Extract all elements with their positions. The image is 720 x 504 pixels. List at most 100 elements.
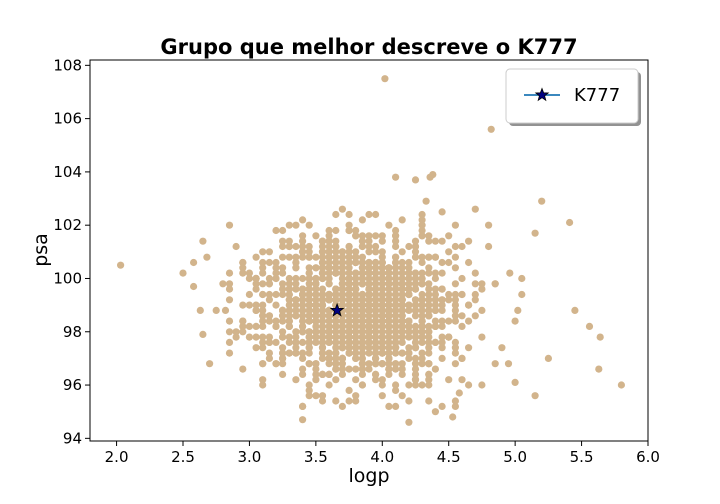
data-point: [221, 306, 230, 314]
data-point: [445, 333, 453, 341]
data-point: [225, 349, 234, 357]
data-point: [239, 317, 247, 325]
data-point: [345, 344, 353, 352]
data-point: [299, 338, 307, 346]
data-point: [305, 248, 313, 256]
data-point: [398, 328, 406, 336]
data-point: [325, 381, 333, 389]
data-point: [245, 301, 253, 309]
data-point: [252, 322, 260, 330]
data-point: [265, 312, 273, 320]
data-point: [405, 306, 413, 314]
data-point: [206, 360, 214, 368]
data-point: [338, 354, 346, 362]
data-point: [431, 253, 439, 261]
data-point: [325, 242, 333, 251]
data-point: [458, 312, 466, 320]
data-point: [299, 416, 307, 424]
data-point: [239, 301, 247, 309]
data-point: [411, 176, 420, 184]
data-point: [372, 312, 380, 320]
data-point: [299, 306, 307, 314]
data-point: [411, 306, 420, 314]
k777-star-point: [329, 302, 345, 317]
data-point: [352, 232, 360, 240]
data-point: [345, 280, 353, 288]
data-point: [239, 264, 247, 272]
data-point: [338, 264, 346, 272]
data-point: [312, 264, 320, 272]
data-point: [385, 306, 393, 314]
data-point: [345, 338, 353, 346]
data-point: [511, 317, 519, 325]
data-point: [358, 242, 366, 251]
data-point: [305, 381, 313, 389]
data-point: [265, 317, 273, 325]
data-point: [365, 290, 373, 299]
points-layer: [117, 75, 626, 426]
data-point: [338, 248, 346, 256]
data-point: [385, 402, 393, 410]
data-point: [352, 280, 360, 288]
data-point: [312, 376, 320, 384]
data-point: [514, 306, 522, 314]
data-point: [325, 290, 333, 299]
data-point: [338, 258, 346, 267]
data-point: [418, 216, 426, 224]
data-point: [279, 269, 287, 277]
data-point: [425, 360, 433, 368]
data-point: [305, 312, 313, 320]
data-point: [352, 365, 360, 373]
data-point: [299, 365, 307, 373]
data-point: [398, 392, 406, 400]
legend-star-icon: [534, 87, 550, 102]
data-point: [325, 317, 333, 325]
data-point: [332, 237, 340, 245]
data-point: [438, 258, 446, 267]
data-point: [585, 322, 594, 330]
data-point: [365, 280, 373, 288]
data-point: [385, 328, 393, 336]
data-point: [352, 354, 360, 362]
data-point: [471, 312, 479, 320]
data-point: [405, 269, 413, 277]
data-point: [232, 328, 240, 336]
data-point: [378, 290, 386, 299]
data-point: [378, 381, 386, 389]
data-point: [422, 197, 430, 205]
data-point: [398, 338, 406, 346]
data-point: [438, 344, 446, 352]
data-point: [471, 296, 479, 304]
data-point: [305, 333, 313, 341]
data-point: [385, 269, 393, 277]
data-point: [312, 290, 320, 299]
data-point: [418, 301, 426, 309]
data-point: [345, 253, 353, 261]
data-point: [332, 269, 340, 277]
x-axis-label: logp: [348, 465, 389, 487]
data-point: [458, 322, 466, 330]
data-point: [259, 269, 267, 277]
data-point: [471, 205, 479, 213]
data-point: [411, 237, 420, 245]
data-point: [305, 344, 313, 352]
data-point: [272, 290, 280, 299]
data-point: [338, 402, 346, 410]
data-point: [325, 232, 333, 240]
data-point: [372, 354, 380, 362]
data-point: [318, 264, 327, 272]
data-point: [405, 418, 413, 426]
data-point: [385, 338, 393, 346]
data-point: [292, 312, 300, 320]
data-point: [292, 376, 300, 384]
data-point: [411, 248, 420, 256]
data-point: [305, 253, 313, 261]
data-point: [332, 338, 340, 346]
data-point: [392, 317, 400, 325]
data-point: [279, 354, 287, 362]
data-point: [352, 290, 360, 299]
data-point: [398, 349, 406, 357]
data-point: [438, 317, 446, 325]
data-point: [279, 333, 287, 341]
data-point: [299, 402, 307, 410]
